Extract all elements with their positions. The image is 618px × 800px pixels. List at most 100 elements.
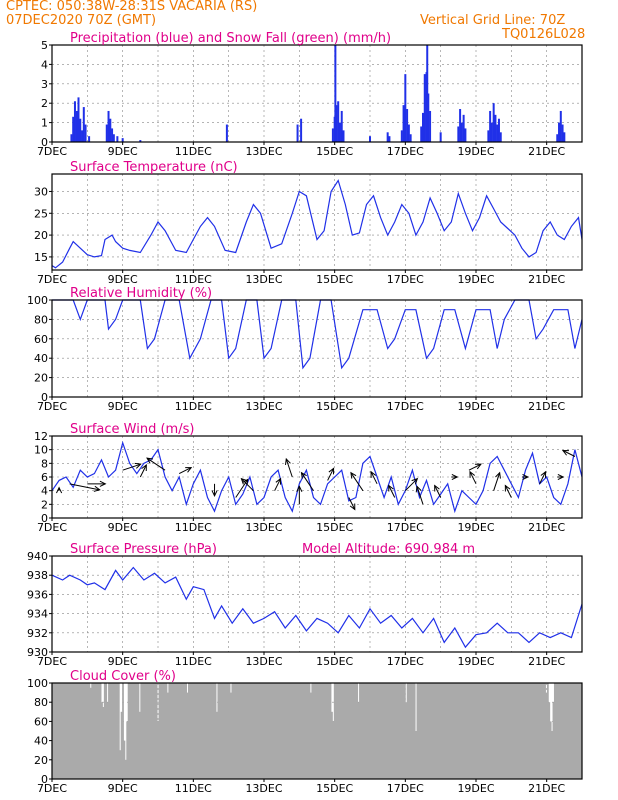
x-tick-label: 19DEC (457, 521, 494, 534)
cloud-cover-bar (353, 683, 356, 779)
cloud-cover-bar (60, 683, 63, 779)
cloud-cover-bar (382, 683, 385, 779)
cloud-cover-bar (96, 683, 99, 779)
x-tick-label: 21DEC (528, 400, 565, 413)
cloud-cover-bar (214, 683, 217, 779)
cloud-cover-bar (576, 683, 579, 779)
cloud-cover-bar (416, 683, 419, 779)
cloud-cover-bar (388, 683, 391, 779)
y-tick-label: 5 (41, 39, 48, 52)
cloud-cover-bar (476, 683, 479, 779)
x-tick-label: 17DEC (387, 145, 424, 158)
cloud-cover-bar (288, 683, 291, 779)
cloud-cover-bar (340, 683, 343, 779)
cloud-cover-bar (370, 683, 373, 779)
cloud-cover-bar (511, 683, 514, 779)
cloud-cover-bar (479, 683, 482, 779)
cloud-cover-bar (326, 683, 329, 779)
cloud-cover-bar (136, 683, 138, 779)
y-tick-label: 1 (41, 117, 48, 130)
cloud-cover-bar (445, 683, 448, 779)
cloud-cover-bar (266, 683, 269, 779)
cloud-cover-bar (220, 683, 223, 779)
cloud-cover-bar (231, 683, 234, 779)
y-tick-label: 930 (27, 646, 48, 659)
cloud-cover-bar (270, 683, 273, 779)
cloud-cover-bar (308, 683, 311, 779)
x-tick-label: 9DEC (108, 521, 138, 534)
y-tick-label: 20 (34, 372, 48, 385)
cloud-cover-bar (112, 683, 115, 779)
x-tick-label: 13DEC (245, 521, 282, 534)
cloud-cover-bar (230, 692, 232, 779)
cloud-cover-bar (110, 683, 113, 779)
wind-arrow (301, 472, 314, 491)
cloud-cover-bar (216, 711, 218, 779)
cloud-cover-bar (352, 683, 354, 779)
cloud-cover-bar (143, 683, 145, 779)
cloud-cover-bar (293, 683, 295, 779)
wind-arrow-head (370, 470, 377, 478)
x-tick-label: 11DEC (175, 782, 212, 795)
cloud-cover-bar (492, 683, 495, 779)
cloud-cover-bar (262, 683, 265, 779)
series-line (52, 299, 583, 370)
cloud-cover-bar (497, 683, 500, 779)
cloud-cover-bar (531, 683, 534, 779)
panel-frame (51, 435, 583, 519)
cloud-cover-bar (68, 683, 71, 779)
cloud-cover-bar (455, 683, 458, 779)
cloud-cover-bar (130, 683, 133, 779)
cloud-cover-bar (75, 683, 78, 779)
cloud-cover-bar (464, 683, 467, 779)
cloud-cover-bar (325, 683, 328, 779)
cloud-cover-bar (138, 711, 141, 779)
cloud-cover-bar (545, 692, 548, 779)
cloud-cover-bar (218, 683, 221, 779)
cloud-cover-bar (73, 683, 75, 779)
cloud-cover-bar (560, 683, 563, 779)
x-tick-label: 21DEC (528, 521, 565, 534)
x-tick-label: 15DEC (316, 145, 353, 158)
cloud-cover-bar (91, 683, 94, 779)
wind-arrow (146, 457, 166, 471)
cloud-cover-bar (225, 683, 228, 779)
cloud-cover-bar (499, 683, 502, 779)
wind-arrow-head (146, 457, 154, 464)
cloud-cover-bar (317, 683, 319, 779)
cloud-cover-bar (84, 683, 87, 779)
cloud-cover-bar (99, 683, 102, 779)
y-tick-label: 8 (41, 457, 48, 470)
series-line (51, 566, 583, 649)
cloud-cover-bar (307, 683, 309, 779)
panel-title: Relative Humidity (%) (70, 286, 212, 301)
cloud-cover-bar (539, 683, 542, 779)
wind-arrow (370, 471, 378, 485)
x-tick-label: 21DEC (528, 273, 565, 286)
cloud-cover-bar (66, 683, 68, 779)
wind-arrow (504, 485, 512, 498)
cloud-cover-bar (333, 683, 336, 779)
cloud-cover-bar (59, 683, 61, 779)
cloud-cover-bar (280, 683, 283, 779)
cloud-cover-bar (171, 683, 173, 779)
cloud-cover-bar (283, 683, 286, 779)
cloud-cover-bar (366, 683, 368, 779)
y-tick-label: 20 (34, 754, 48, 767)
cloud-cover-bar (385, 683, 388, 779)
cloud-cover-bar (185, 683, 188, 779)
x-tick-label: 13DEC (245, 655, 282, 668)
cloud-cover-bar (509, 683, 511, 779)
cloud-cover-bar (145, 683, 148, 779)
cloud-cover-bar (78, 683, 81, 779)
cloud-cover-bar (263, 683, 266, 779)
cloud-cover-bar (210, 683, 213, 779)
cloud-cover-bar (486, 683, 489, 779)
cloud-cover-bar (253, 683, 256, 779)
cloud-cover-bar (438, 683, 441, 779)
y-tick-label: 0 (41, 512, 48, 525)
cloud-cover-bar (234, 683, 237, 779)
cloud-cover-bar (378, 683, 381, 779)
cloud-cover-bar (396, 683, 399, 779)
cloud-cover-bar (415, 731, 417, 779)
